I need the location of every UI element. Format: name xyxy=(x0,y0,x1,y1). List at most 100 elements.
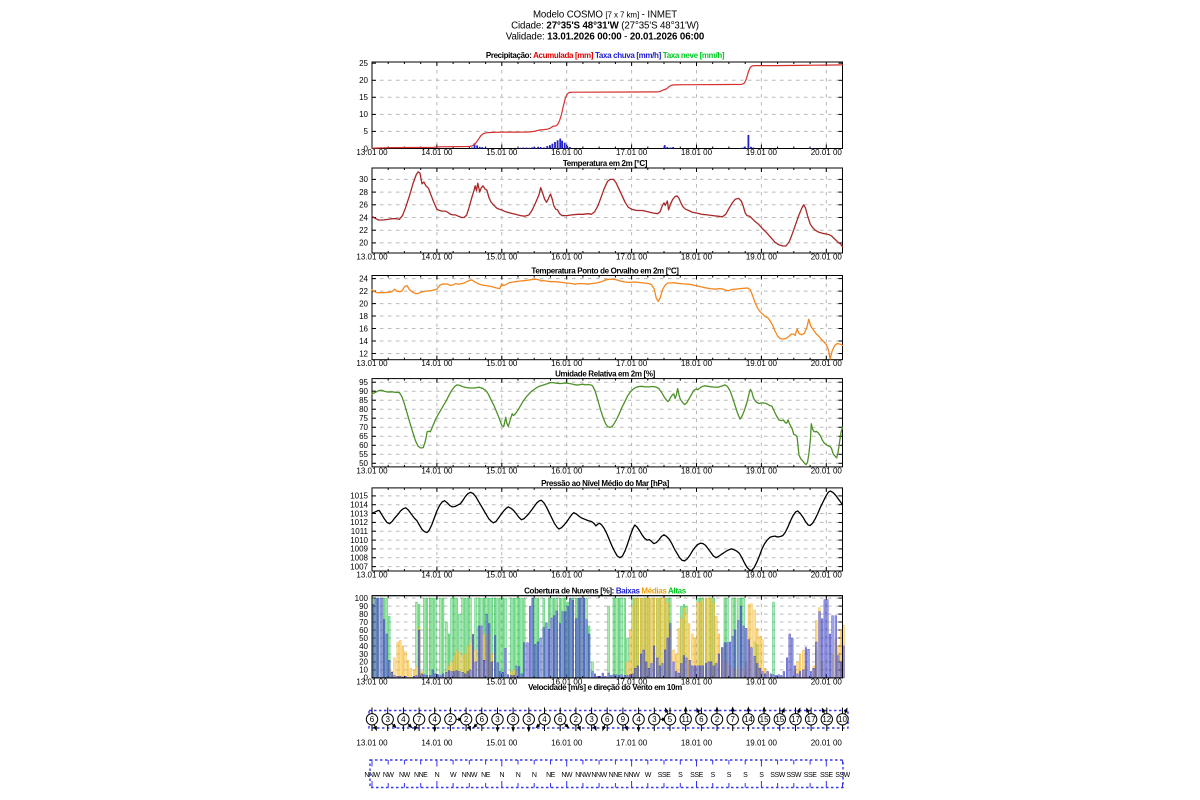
svg-text:5: 5 xyxy=(668,715,673,724)
svg-text:N: N xyxy=(499,772,504,779)
svg-text:3: 3 xyxy=(527,715,532,724)
svg-text:14.01 00: 14.01 00 xyxy=(421,253,453,262)
svg-text:14.01 00: 14.01 00 xyxy=(421,739,453,748)
svg-text:15.01 00: 15.01 00 xyxy=(486,359,518,368)
svg-text:20.01 00: 20.01 00 xyxy=(811,466,843,475)
svg-text:17.01 00: 17.01 00 xyxy=(616,571,648,580)
svg-text:NNW: NNW xyxy=(575,772,591,779)
svg-text:2: 2 xyxy=(574,715,579,724)
svg-text:18.01 00: 18.01 00 xyxy=(681,677,713,686)
svg-text:50: 50 xyxy=(359,459,368,468)
svg-text:18: 18 xyxy=(359,312,368,321)
svg-text:Cidade: 27°35'S 48°31'W (27°35: Cidade: 27°35'S 48°31'W (27°35'S 48°31'W… xyxy=(511,21,699,32)
svg-text:4: 4 xyxy=(636,715,641,724)
svg-text:6: 6 xyxy=(370,715,375,724)
svg-text:14: 14 xyxy=(744,715,753,724)
svg-text:17.01 00: 17.01 00 xyxy=(616,677,648,686)
svg-text:5: 5 xyxy=(364,127,369,136)
svg-text:25: 25 xyxy=(359,59,368,68)
svg-text:10: 10 xyxy=(838,715,847,724)
svg-text:20: 20 xyxy=(359,239,368,248)
svg-text:16.01 00: 16.01 00 xyxy=(551,359,583,368)
svg-text:90: 90 xyxy=(359,387,368,396)
svg-text:NW: NW xyxy=(383,772,395,779)
svg-text:20: 20 xyxy=(359,76,368,85)
svg-text:13.01 00: 13.01 00 xyxy=(356,359,388,368)
svg-text:75: 75 xyxy=(359,414,368,423)
svg-text:S: S xyxy=(759,772,764,779)
svg-text:14.01 00: 14.01 00 xyxy=(421,571,453,580)
svg-text:6: 6 xyxy=(699,715,704,724)
svg-text:55: 55 xyxy=(359,450,368,459)
svg-text:18.01 00: 18.01 00 xyxy=(681,466,713,475)
svg-text:100: 100 xyxy=(355,594,369,603)
svg-text:2: 2 xyxy=(464,715,469,724)
svg-text:90: 90 xyxy=(359,602,368,611)
svg-text:15: 15 xyxy=(760,715,769,724)
svg-text:SSW: SSW xyxy=(835,772,850,779)
svg-text:W: W xyxy=(645,772,652,779)
svg-text:NNW: NNW xyxy=(364,772,380,779)
svg-text:20.01 00: 20.01 00 xyxy=(811,253,843,262)
svg-text:19.01 00: 19.01 00 xyxy=(746,359,778,368)
svg-text:17.01 00: 17.01 00 xyxy=(616,148,648,157)
svg-text:1013: 1013 xyxy=(350,509,368,518)
svg-text:SSW: SSW xyxy=(786,772,801,779)
svg-text:18.01 00: 18.01 00 xyxy=(681,148,713,157)
svg-text:19.01 00: 19.01 00 xyxy=(746,253,778,262)
svg-text:95: 95 xyxy=(359,378,368,387)
svg-text:13.01 00: 13.01 00 xyxy=(356,148,388,157)
svg-text:6: 6 xyxy=(605,715,610,724)
svg-text:70: 70 xyxy=(359,618,368,627)
svg-text:20: 20 xyxy=(359,658,368,667)
svg-text:24: 24 xyxy=(359,274,368,283)
svg-text:W: W xyxy=(450,772,457,779)
svg-text:13.01 00: 13.01 00 xyxy=(356,677,388,686)
svg-text:65: 65 xyxy=(359,432,368,441)
svg-text:Validade: 13.01.2026 00:00 - 2: Validade: 13.01.2026 00:00 - 20.01.2026 … xyxy=(506,32,704,43)
svg-text:7: 7 xyxy=(417,715,422,724)
svg-text:1015: 1015 xyxy=(350,492,368,501)
svg-text:SSE: SSE xyxy=(820,772,833,779)
svg-text:4: 4 xyxy=(542,715,547,724)
svg-text:20.01 00: 20.01 00 xyxy=(811,148,843,157)
svg-text:1008: 1008 xyxy=(350,554,368,563)
svg-text:30: 30 xyxy=(359,650,368,659)
svg-text:1007: 1007 xyxy=(350,562,368,571)
svg-text:N: N xyxy=(435,772,440,779)
svg-text:S: S xyxy=(711,772,716,779)
svg-text:0: 0 xyxy=(364,674,369,683)
svg-text:10: 10 xyxy=(359,110,368,119)
svg-text:14: 14 xyxy=(359,337,368,346)
svg-text:80: 80 xyxy=(359,610,368,619)
svg-text:S: S xyxy=(678,772,683,779)
svg-text:Velocidade [m/s] e direção do: Velocidade [m/s] e direção do Vento em 1… xyxy=(528,683,682,692)
svg-text:10: 10 xyxy=(359,666,368,675)
svg-text:16.01 00: 16.01 00 xyxy=(551,677,583,686)
svg-text:Temperatura em 2m [°C]: Temperatura em 2m [°C] xyxy=(563,159,648,168)
svg-text:Cobertura de Nuvens [%]: Baixa: Cobertura de Nuvens [%]: Baixas Médias A… xyxy=(524,587,687,596)
svg-text:18.01 00: 18.01 00 xyxy=(681,571,713,580)
svg-text:70: 70 xyxy=(359,423,368,432)
svg-text:50: 50 xyxy=(359,634,368,643)
svg-text:6: 6 xyxy=(480,715,485,724)
svg-text:NE: NE xyxy=(546,772,556,779)
svg-text:Precipitação: Acumulada [mm] T: Precipitação: Acumulada [mm] Taxa chuva … xyxy=(486,51,725,60)
svg-text:1009: 1009 xyxy=(350,545,368,554)
svg-text:0: 0 xyxy=(364,144,369,153)
svg-text:14.01 00: 14.01 00 xyxy=(421,148,453,157)
svg-text:17.01 00: 17.01 00 xyxy=(616,739,648,748)
svg-text:12: 12 xyxy=(359,349,368,358)
svg-text:20: 20 xyxy=(359,299,368,308)
svg-text:18.01 00: 18.01 00 xyxy=(681,253,713,262)
svg-text:SSE: SSE xyxy=(804,772,817,779)
svg-text:14.01 00: 14.01 00 xyxy=(421,466,453,475)
svg-text:15.01 00: 15.01 00 xyxy=(486,466,518,475)
svg-text:Umidade Relativa em 2m [%]: Umidade Relativa em 2m [%] xyxy=(555,370,656,379)
svg-text:15.01 00: 15.01 00 xyxy=(486,571,518,580)
svg-text:1014: 1014 xyxy=(350,501,368,510)
svg-text:20.01 00: 20.01 00 xyxy=(811,739,843,748)
svg-text:3: 3 xyxy=(495,715,500,724)
svg-text:9: 9 xyxy=(621,715,626,724)
svg-text:4: 4 xyxy=(401,715,406,724)
